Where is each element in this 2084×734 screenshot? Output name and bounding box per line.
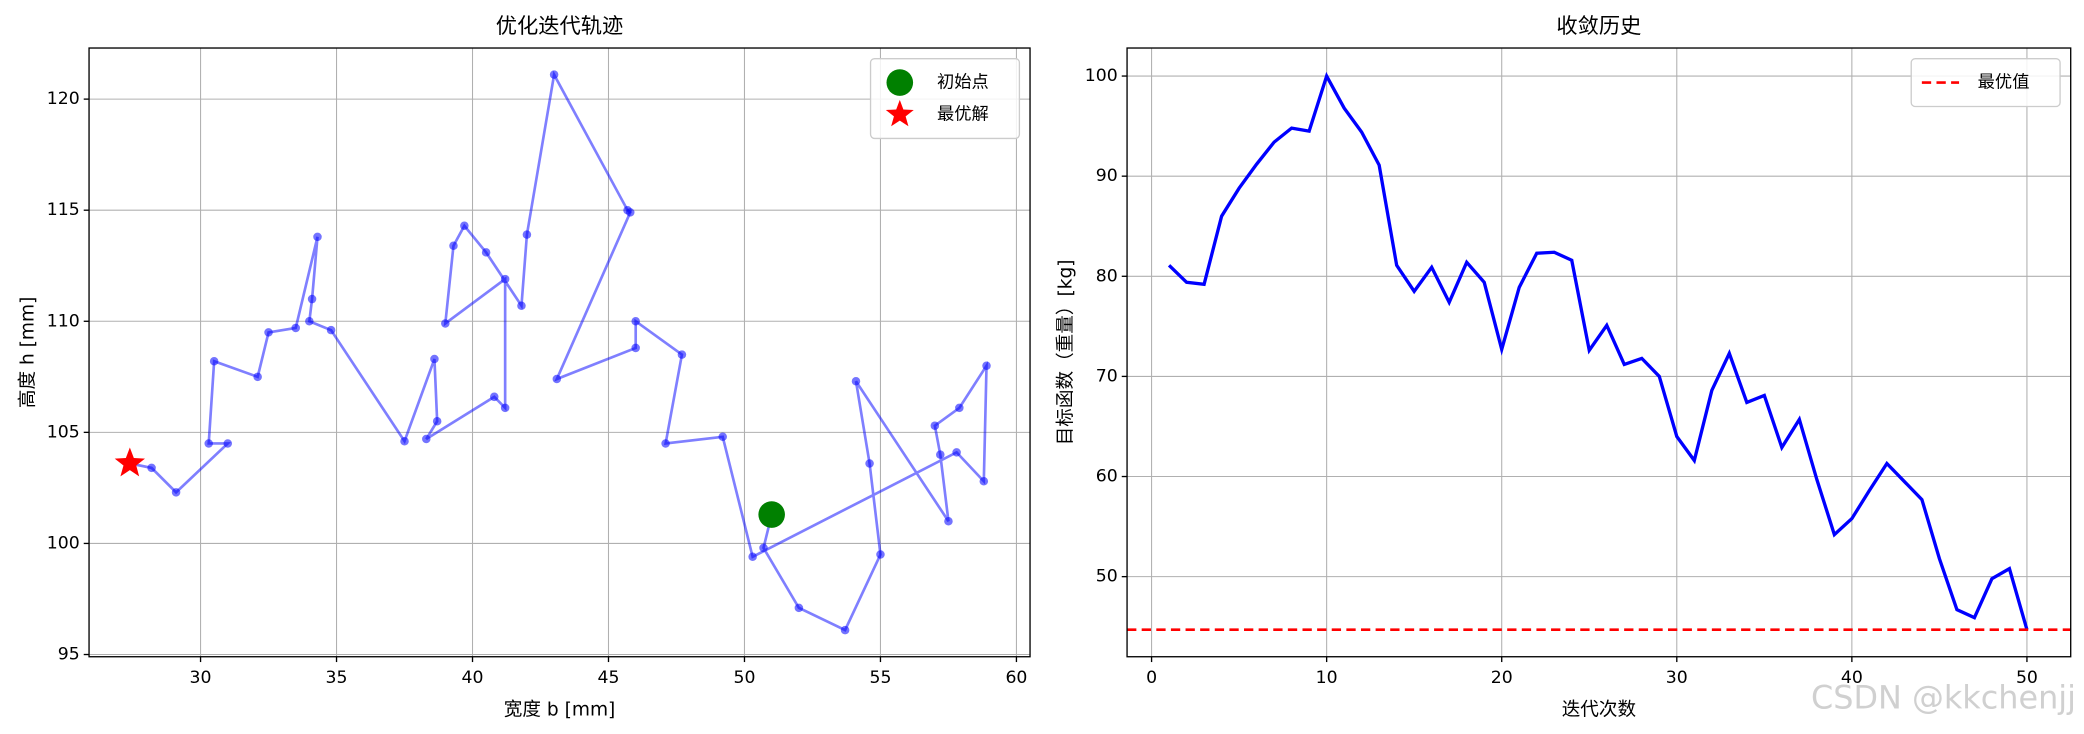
trajectory-point bbox=[441, 319, 450, 328]
trajectory-point bbox=[930, 421, 940, 430]
trajectory-point bbox=[979, 476, 989, 486]
trajectory-point bbox=[865, 459, 874, 468]
y-tick-label: 120 bbox=[47, 89, 80, 109]
x-axis-label: 迭代次数 bbox=[1562, 699, 1637, 720]
legend-label: 最优值 bbox=[1978, 73, 2030, 93]
trajectory-point bbox=[171, 488, 181, 497]
trajectory-point bbox=[326, 325, 336, 335]
trajectory-point bbox=[481, 248, 491, 257]
y-axis-label: 高度 h [mm] bbox=[17, 297, 38, 409]
x-tick-label: 60 bbox=[1005, 668, 1027, 688]
trajectory-point bbox=[307, 294, 317, 304]
legend-box bbox=[1910, 57, 2061, 108]
trajectory-point bbox=[794, 603, 804, 613]
x-tick-label: 30 bbox=[1666, 668, 1688, 688]
y-tick-label: 60 bbox=[1096, 467, 1118, 487]
legend-marker bbox=[885, 99, 914, 127]
chart-title: 收敛历史 bbox=[1556, 14, 1641, 39]
trajectory-point bbox=[840, 625, 850, 635]
y-tick-label: 110 bbox=[47, 311, 80, 331]
trajectory-point bbox=[264, 328, 273, 337]
trajectory-point bbox=[500, 403, 510, 413]
x-tick-label: 50 bbox=[733, 668, 755, 688]
y-tick-label: 115 bbox=[47, 200, 80, 220]
trajectory-point bbox=[552, 374, 562, 384]
x-tick-label: 55 bbox=[869, 668, 891, 688]
legend-marker bbox=[886, 69, 914, 96]
x-tick-label: 35 bbox=[326, 668, 348, 688]
trajectory-point bbox=[952, 448, 961, 457]
trajectory-point bbox=[490, 392, 499, 402]
trajectory-point bbox=[549, 70, 559, 79]
y-tick-label: 70 bbox=[1096, 366, 1118, 386]
trajectory-point bbox=[851, 377, 861, 386]
x-tick-label: 40 bbox=[1841, 668, 1863, 688]
trajectory-point bbox=[677, 350, 687, 359]
series-line bbox=[1167, 71, 2029, 631]
y-axis-label: 目标函数（重量）[kg] bbox=[1055, 259, 1076, 445]
legend-label: 初始点 bbox=[937, 73, 989, 93]
watermark: CSDN @kkchenjj bbox=[1811, 678, 2076, 716]
chart-title: 优化迭代轨迹 bbox=[496, 14, 624, 39]
legend-box bbox=[869, 57, 1021, 140]
x-tick-label: 0 bbox=[1146, 668, 1157, 688]
trajectory-point bbox=[661, 439, 670, 448]
x-tick-label: 50 bbox=[2016, 668, 2038, 688]
trajectory-point bbox=[631, 317, 640, 326]
x-tick-label: 10 bbox=[1316, 668, 1338, 688]
x-tick-label: 30 bbox=[190, 668, 212, 688]
trajectory-point bbox=[460, 221, 469, 231]
y-tick-label: 105 bbox=[47, 422, 80, 442]
y-tick-label: 80 bbox=[1096, 266, 1118, 286]
trajectory-point bbox=[204, 439, 213, 448]
trajectory-point bbox=[432, 416, 442, 426]
x-tick-label: 20 bbox=[1491, 668, 1513, 688]
trajectory-point bbox=[305, 317, 314, 326]
trajectory-point bbox=[955, 403, 964, 413]
trajectory-point bbox=[718, 432, 727, 442]
legend-label: 最优解 bbox=[937, 104, 989, 124]
trajectory-point bbox=[876, 550, 885, 559]
star-marker bbox=[114, 447, 146, 477]
y-tick-label: 90 bbox=[1096, 166, 1118, 186]
trajectory-point bbox=[759, 543, 768, 553]
trajectory-point bbox=[253, 372, 262, 382]
y-tick-label: 50 bbox=[1096, 567, 1118, 587]
trajectory-point bbox=[147, 463, 156, 473]
trajectory-point bbox=[313, 232, 322, 242]
x-tick-label: 45 bbox=[598, 668, 620, 688]
trajectory-point bbox=[449, 241, 458, 250]
trajectory-point bbox=[517, 301, 526, 310]
y-tick-label: 95 bbox=[58, 645, 80, 665]
y-tick-label: 100 bbox=[47, 533, 80, 553]
trajectory-point bbox=[400, 436, 409, 446]
trajectory-point bbox=[522, 230, 532, 239]
trajectory-point bbox=[982, 361, 991, 370]
circle-marker bbox=[758, 501, 785, 528]
x-axis-label: 宽度 b [mm] bbox=[504, 699, 616, 720]
axes-frame bbox=[1126, 47, 2072, 658]
trajectory-point bbox=[209, 357, 219, 366]
trajectory-point bbox=[430, 354, 439, 364]
trajectory-point bbox=[631, 343, 640, 353]
x-tick-label: 40 bbox=[462, 668, 484, 688]
trajectory-point bbox=[291, 323, 300, 333]
trajectory-point bbox=[623, 205, 632, 215]
y-tick-label: 100 bbox=[1085, 66, 1118, 86]
trajectory-point bbox=[422, 434, 431, 444]
trajectory-point bbox=[936, 450, 945, 459]
trajectory-point bbox=[223, 439, 233, 448]
trajectory-point bbox=[748, 552, 757, 562]
axes-frame bbox=[88, 47, 1031, 658]
trajectory-point bbox=[944, 516, 953, 526]
trajectory-point bbox=[500, 274, 510, 284]
trajectory-line bbox=[129, 70, 988, 632]
